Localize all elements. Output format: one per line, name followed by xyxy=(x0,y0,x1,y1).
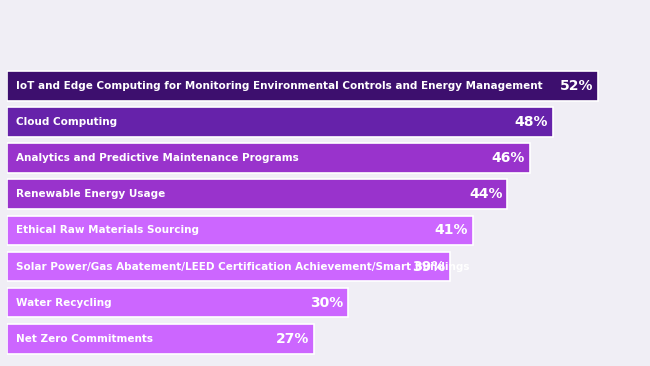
Text: 27%: 27% xyxy=(276,332,309,346)
Text: 39%: 39% xyxy=(412,259,446,273)
Bar xyxy=(6,179,507,209)
Text: Net Zero Commitments: Net Zero Commitments xyxy=(16,334,153,344)
Bar xyxy=(6,143,530,173)
Text: 52%: 52% xyxy=(560,79,593,93)
Text: IoT and Edge Computing for Monitoring Environmental Controls and Energy Manageme: IoT and Edge Computing for Monitoring En… xyxy=(16,81,542,91)
Text: Analytics and Predictive Maintenance Programs: Analytics and Predictive Maintenance Pro… xyxy=(16,153,298,163)
Bar xyxy=(6,324,313,354)
Text: 44%: 44% xyxy=(469,187,502,201)
Text: Water Recycling: Water Recycling xyxy=(16,298,111,308)
Text: Cloud Computing: Cloud Computing xyxy=(16,117,117,127)
Text: Ethical Raw Materials Sourcing: Ethical Raw Materials Sourcing xyxy=(16,225,199,235)
Bar xyxy=(6,71,598,101)
Text: 48%: 48% xyxy=(514,115,548,129)
Bar xyxy=(6,107,552,137)
Bar xyxy=(6,252,450,281)
Text: 30%: 30% xyxy=(310,296,343,310)
Text: Solar Power/Gas Abatement/LEED Certification Achievement/Smart Buildings: Solar Power/Gas Abatement/LEED Certifica… xyxy=(16,261,469,272)
Text: 41%: 41% xyxy=(435,223,468,238)
Bar xyxy=(6,216,473,245)
Bar xyxy=(6,288,348,317)
Text: 46%: 46% xyxy=(492,151,525,165)
Text: Renewable Energy Usage: Renewable Energy Usage xyxy=(16,189,165,199)
